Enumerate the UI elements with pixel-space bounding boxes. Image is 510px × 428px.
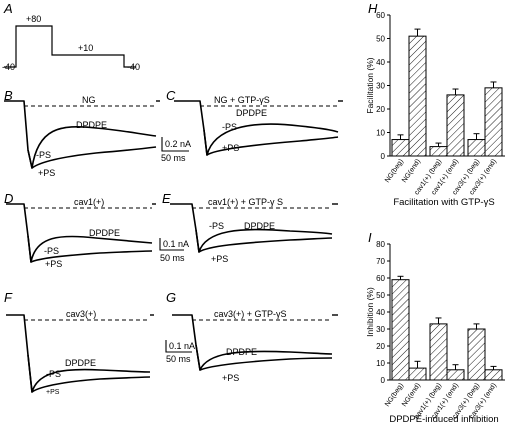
trace-label-dpdpe: DPDPE — [226, 347, 257, 357]
trace-label-condition: cav3(+) — [66, 309, 96, 319]
chart-caption: Facilitation with GTP-γS — [393, 197, 494, 208]
trace-label-minus-ps: -PS — [222, 122, 237, 132]
panel-label-g: G — [166, 290, 176, 305]
trace-label-dpdpe: DPDPE — [244, 221, 275, 231]
scale-bar-time: 50 ms — [161, 153, 186, 163]
current-trace-ps — [27, 235, 153, 263]
y-tick-label: 10 — [376, 359, 385, 368]
trace-label-plus-ps: +PS — [211, 254, 228, 264]
trace-label-minus-ps: -PS — [36, 150, 51, 160]
scale-bar-current: 0.2 nA — [165, 139, 191, 149]
trace-label-condition: cav3(+) + GTP-γS — [214, 309, 287, 319]
trace-label-plus-ps: +PS — [222, 373, 239, 383]
current-trace-dpdpe — [174, 100, 339, 156]
bar — [467, 139, 486, 157]
trace-label-condition: NG + GTP-γS — [214, 95, 270, 105]
panel-label-e: E — [162, 191, 171, 206]
trace-label-dpdpe: DPDPE — [89, 228, 120, 238]
y-tick-label: 80 — [376, 240, 385, 249]
scale-bar-time: 50 ms — [160, 253, 185, 263]
y-tick-label: 70 — [376, 257, 385, 266]
current-trace-dpdpe — [6, 203, 153, 263]
protocol-step-label: -40 — [127, 62, 140, 72]
scale-bar-current: 0.1 nA — [169, 341, 195, 351]
trace-label-minus-ps: -PS — [44, 246, 59, 256]
current-trace-ps — [27, 354, 151, 393]
y-axis-label: Facilitation (%) — [365, 57, 375, 113]
trace-label-condition: cav1(+) + GTP-γ S — [208, 197, 283, 207]
bar — [484, 369, 503, 381]
current-trace-ps — [203, 129, 339, 156]
trace-label-plus-ps: +PS — [45, 259, 62, 269]
y-tick-label: 50 — [376, 291, 385, 300]
bar — [446, 94, 465, 157]
y-tick-label: 0 — [381, 152, 386, 161]
scale-bar — [165, 340, 192, 353]
y-tick-label: 10 — [376, 129, 385, 138]
y-tick-label: 40 — [376, 308, 385, 317]
y-tick-label: 0 — [381, 376, 386, 385]
bar — [408, 367, 427, 381]
panel-label-f: F — [4, 290, 13, 305]
bar — [484, 87, 503, 157]
trace-label-condition: cav1(+) — [74, 197, 104, 207]
protocol-step-label: -40 — [2, 62, 15, 72]
bar — [467, 328, 486, 381]
y-tick-label: 30 — [376, 82, 385, 91]
scale-bar — [161, 137, 189, 152]
panel-label-c: C — [166, 88, 176, 103]
scale-bar — [159, 238, 184, 251]
trace-label-dpdpe: DPDPE — [236, 108, 267, 118]
current-trace-ps — [195, 229, 333, 253]
chart-caption: DPDPE-induced inhibition — [389, 414, 498, 425]
y-tick-label: 20 — [376, 342, 385, 351]
trace-label-minus-ps: -PS — [209, 221, 224, 231]
bar — [391, 279, 410, 381]
trace-label-dpdpe: DPDPE — [65, 358, 96, 368]
y-axis-label: Inhibition (%) — [365, 287, 375, 337]
bar — [408, 35, 427, 157]
scale-bar-time: 50 ms — [166, 354, 191, 364]
protocol-step-label: +80 — [26, 14, 41, 24]
panel-label-h: H — [368, 1, 378, 16]
y-tick-label: 30 — [376, 325, 385, 334]
current-trace-dpdpe — [4, 100, 157, 169]
current-trace-ps — [195, 344, 333, 371]
bar — [446, 369, 465, 381]
panel-label-a: A — [3, 1, 13, 16]
trace-label-condition: NG — [82, 95, 96, 105]
trace-label-plus-ps: +PS — [38, 168, 55, 178]
voltage-protocol-trace — [4, 25, 136, 68]
bar — [429, 146, 448, 157]
scale-bar-current: 0.1 nA — [163, 239, 189, 249]
current-trace-ps — [27, 146, 157, 169]
current-trace-dpdpe — [170, 203, 333, 253]
y-tick-label: 50 — [376, 35, 385, 44]
y-tick-label: 60 — [376, 11, 385, 20]
y-tick-label: 40 — [376, 58, 385, 67]
y-tick-label: 60 — [376, 274, 385, 283]
current-trace-dpdpe — [172, 314, 333, 371]
bar — [429, 323, 448, 381]
trace-label-minus-ps: -PS — [46, 369, 61, 379]
trace-label-plus-ps: +PS — [46, 389, 60, 396]
y-tick-label: 20 — [376, 105, 385, 114]
panel-label-d: D — [4, 191, 13, 206]
panel-label-i: I — [368, 230, 372, 245]
protocol-step-label: +10 — [78, 43, 93, 53]
trace-label-dpdpe: DPDPE — [76, 120, 107, 130]
panel-label-b: B — [4, 88, 13, 103]
trace-label-plus-ps: +PS — [222, 143, 239, 153]
bar — [391, 139, 410, 157]
